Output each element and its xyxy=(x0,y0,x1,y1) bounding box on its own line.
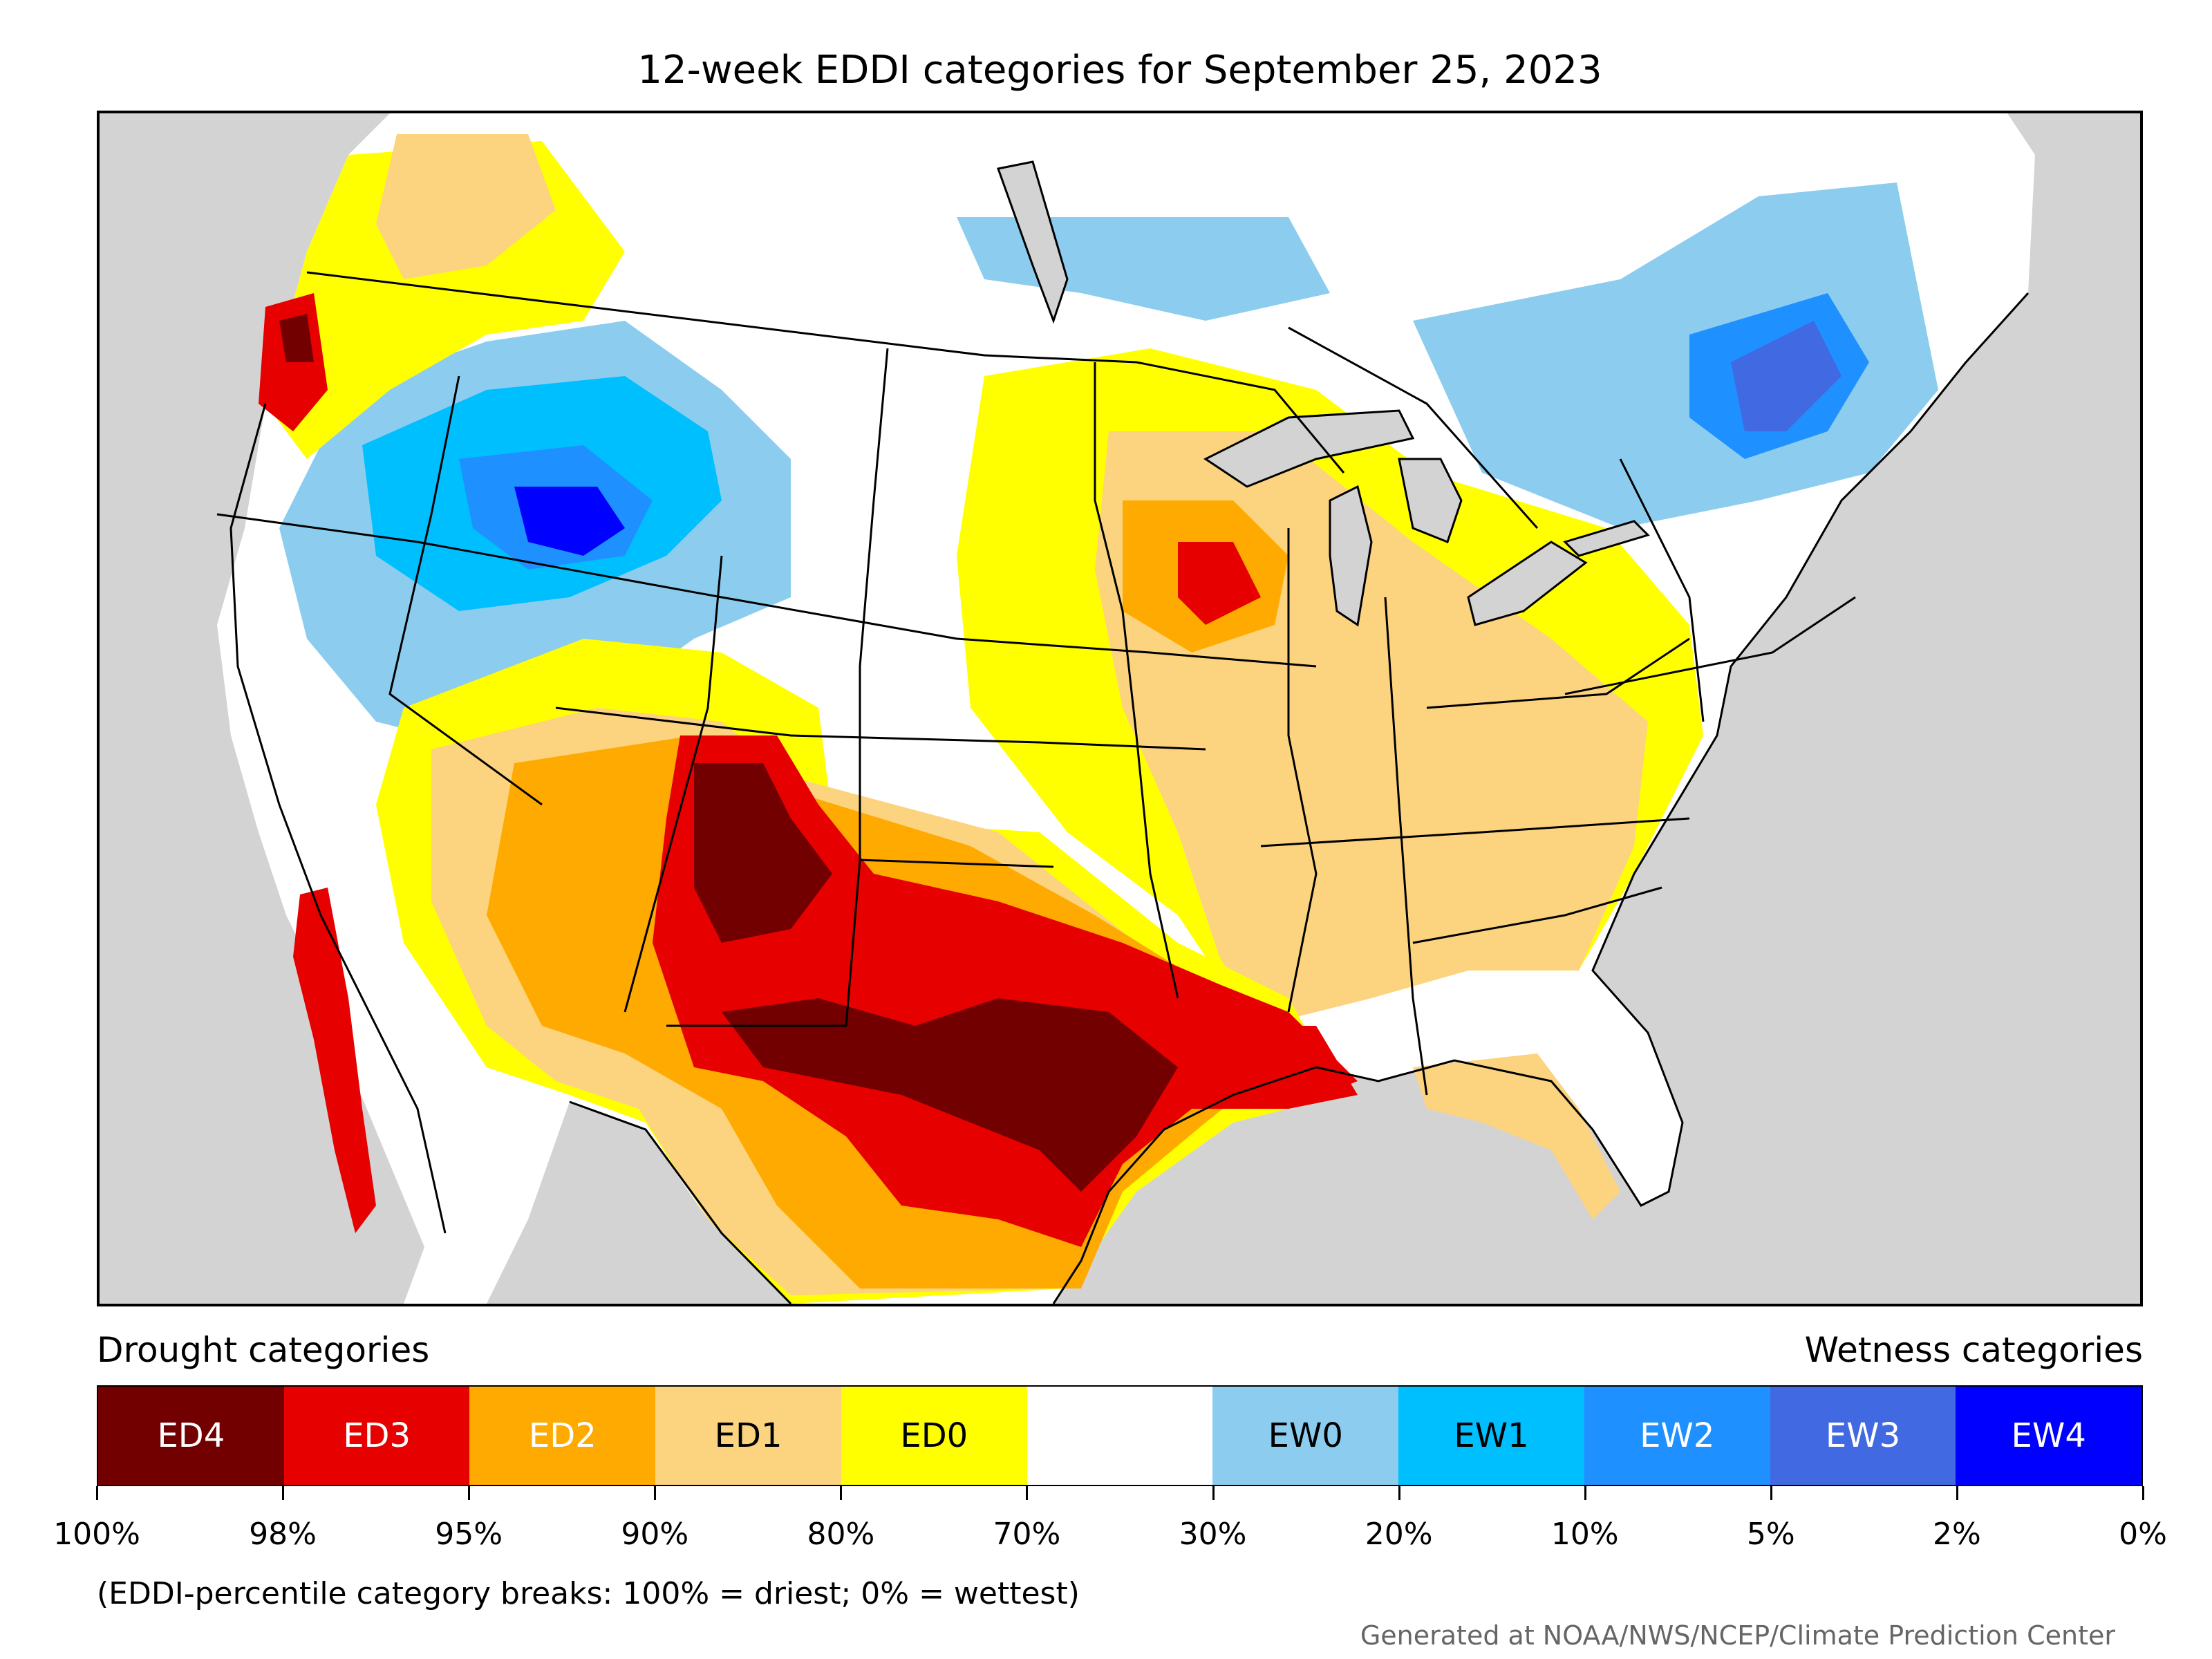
tick-label: 90% xyxy=(621,1517,689,1552)
tick-mark xyxy=(1770,1486,1772,1500)
percentile-ticks: 100% 98% 95% 90% 80% 70% 30% 20% 10% 5% 2% 0% xyxy=(53,1486,2167,1552)
tick-label: 70% xyxy=(993,1517,1061,1552)
map-title: 12-week EDDI categories for September 25… xyxy=(637,48,1602,93)
tick-label: 98% xyxy=(249,1517,317,1552)
southeast-drought-ed1 xyxy=(1413,1053,1620,1219)
eddi-map xyxy=(97,111,2143,1306)
tick-mark xyxy=(2142,1486,2144,1500)
tick-mark xyxy=(468,1486,471,1500)
pacific-northwest-drought-ed1 xyxy=(376,134,556,279)
tick-label: 10% xyxy=(1550,1517,1619,1552)
tick-mark xyxy=(840,1486,843,1500)
great-basin-wetness-ew4 xyxy=(514,487,625,556)
state-borders xyxy=(216,271,1856,1096)
tick-label: 5% xyxy=(1746,1517,1795,1552)
legend-cell-ed0: ED0 xyxy=(841,1387,1027,1485)
legend-cell-ed3: ED3 xyxy=(283,1387,470,1485)
eastern-canada-wetness-ew1 xyxy=(1413,182,1938,528)
legend-cell-ew1: EW1 xyxy=(1398,1387,1584,1485)
tick-label: 0% xyxy=(2119,1517,2167,1552)
legend-cell-ew0: EW0 xyxy=(1212,1387,1399,1485)
south-plains-drought-ed3 xyxy=(653,735,1358,1247)
new-england-wetness-ew3 xyxy=(1731,321,1841,431)
legend-cell-ed2: ED2 xyxy=(469,1387,656,1485)
tick-mark xyxy=(1212,1486,1215,1500)
drought-categories-heading: Drought categories xyxy=(97,1330,430,1370)
legend-cell-ew2: EW2 xyxy=(1584,1387,1770,1485)
tick-mark xyxy=(282,1486,285,1500)
tick-label: 30% xyxy=(1179,1517,1247,1552)
tick-mark xyxy=(1584,1486,1586,1500)
legend-cell-ew4: EW4 xyxy=(1956,1387,2142,1485)
coastline xyxy=(229,292,2030,1304)
tick-label: 20% xyxy=(1365,1517,1433,1552)
tick-label: 2% xyxy=(1933,1517,1981,1552)
tick-mark xyxy=(1956,1486,1958,1500)
legend-cell-ed1: ED1 xyxy=(655,1387,841,1485)
iowa-drought-ed3 xyxy=(1178,542,1261,625)
category-colorbar: ED4 ED3 ED2 ED1 ED0 EW0 EW1 EW2 EW3 EW4 xyxy=(97,1385,2143,1486)
tick-label: 95% xyxy=(435,1517,503,1552)
legend-cell-neutral xyxy=(1027,1387,1213,1485)
southwest-texas-drought-ed4 xyxy=(694,763,1178,1192)
oregon-coast-drought-ed4 xyxy=(279,314,314,362)
tick-label: 100% xyxy=(53,1517,140,1552)
tick-mark xyxy=(1026,1486,1029,1500)
tick-mark xyxy=(654,1486,657,1500)
tick-label: 80% xyxy=(807,1517,875,1552)
legend-cell-ew3: EW3 xyxy=(1770,1387,1956,1485)
credit-line: Generated at NOAA/NWS/NCEP/Climate Predi… xyxy=(1360,1620,2115,1651)
hudson-bay-lake xyxy=(997,160,1069,324)
category-breaks-footnote: (EDDI-percentile category breaks: 100% =… xyxy=(97,1576,1080,1611)
tick-mark xyxy=(96,1486,98,1500)
legend-cell-ed4: ED4 xyxy=(98,1387,284,1485)
baja-drought-ed3 xyxy=(293,888,376,1233)
tick-mark xyxy=(1398,1486,1400,1500)
wetness-categories-heading: Wetness categories xyxy=(1804,1330,2143,1370)
great-lakes xyxy=(1203,409,1650,627)
